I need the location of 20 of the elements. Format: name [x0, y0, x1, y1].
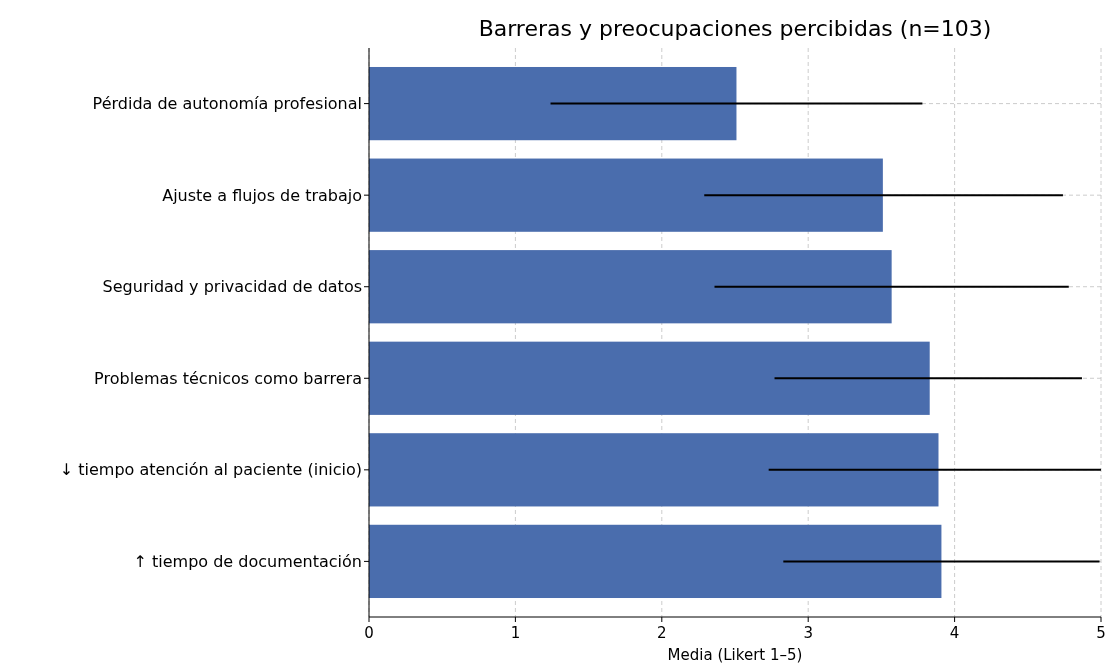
bar — [369, 250, 892, 324]
y-tick-label: Pérdida de autonomía profesional — [92, 94, 362, 114]
bar — [369, 341, 930, 415]
y-tick-label: ↓ tiempo atención al paciente (inicio) — [59, 460, 362, 480]
bar — [369, 433, 939, 507]
bar — [369, 524, 942, 599]
x-tick-label: 0 — [364, 624, 374, 642]
y-tick-label: Seguridad y privacidad de datos — [102, 277, 362, 297]
y-tick-label: ↑ tiempo de documentación — [133, 551, 362, 571]
chart-title: Barreras y preocupaciones percibidas (n=103) — [478, 16, 992, 41]
y-tick-label: Ajuste a flujos de trabajo — [162, 185, 362, 205]
bar — [369, 66, 737, 141]
bar — [369, 158, 883, 232]
x-tick-label: 1 — [510, 624, 521, 642]
x-tick-label: 3 — [803, 624, 813, 642]
x-tick-label: 5 — [1096, 624, 1106, 642]
x-tick-label: 2 — [657, 624, 667, 642]
y-tick-label: Problemas técnicos como barrera — [94, 368, 362, 388]
x-axis-title: Media (Likert 1–5) — [667, 646, 803, 663]
x-tick-label: 4 — [949, 624, 960, 642]
